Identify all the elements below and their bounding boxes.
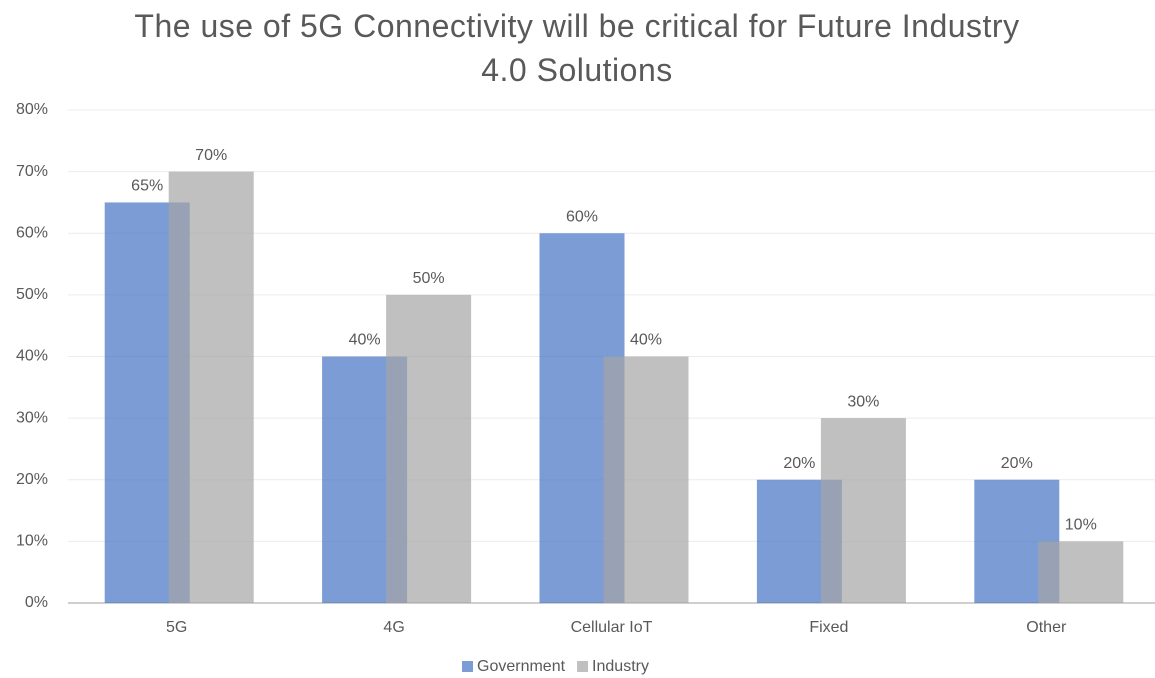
data-label: 65% [131, 178, 163, 195]
data-label: 40% [349, 332, 381, 349]
chart-title: The use of 5G Connectivity will be criti… [134, 8, 1020, 88]
bar [1038, 541, 1124, 603]
bar [820, 418, 906, 603]
y-tick-label: 30% [16, 409, 48, 426]
data-label: 20% [1001, 455, 1033, 472]
data-label: 20% [783, 455, 815, 472]
y-tick-label: 60% [16, 224, 48, 241]
y-tick-label: 20% [16, 471, 48, 488]
bar [168, 171, 254, 603]
x-tick-label: Cellular IoT [571, 619, 653, 636]
bar [386, 294, 472, 603]
x-tick-label: 5G [166, 619, 187, 636]
legend-label: Government [477, 658, 566, 675]
y-tick-label: 40% [16, 348, 48, 365]
data-label: 10% [1065, 517, 1097, 534]
y-tick-label: 80% [16, 101, 48, 118]
legend-swatch [462, 661, 473, 672]
bar [603, 356, 689, 603]
data-label: 40% [630, 332, 662, 349]
y-tick-label: 10% [16, 533, 48, 550]
data-label: 70% [195, 147, 227, 164]
x-tick-label: Other [1026, 619, 1067, 636]
x-tick-label: 4G [383, 619, 404, 636]
data-label: 60% [566, 208, 598, 225]
y-tick-label: 70% [16, 163, 48, 180]
data-label: 50% [413, 270, 445, 287]
y-tick-label: 0% [25, 594, 48, 611]
legend-label: Industry [592, 658, 649, 675]
data-label: 30% [847, 393, 879, 410]
legend-swatch [577, 661, 589, 672]
x-tick-label: Fixed [809, 619, 848, 636]
y-tick-label: 50% [16, 286, 48, 303]
